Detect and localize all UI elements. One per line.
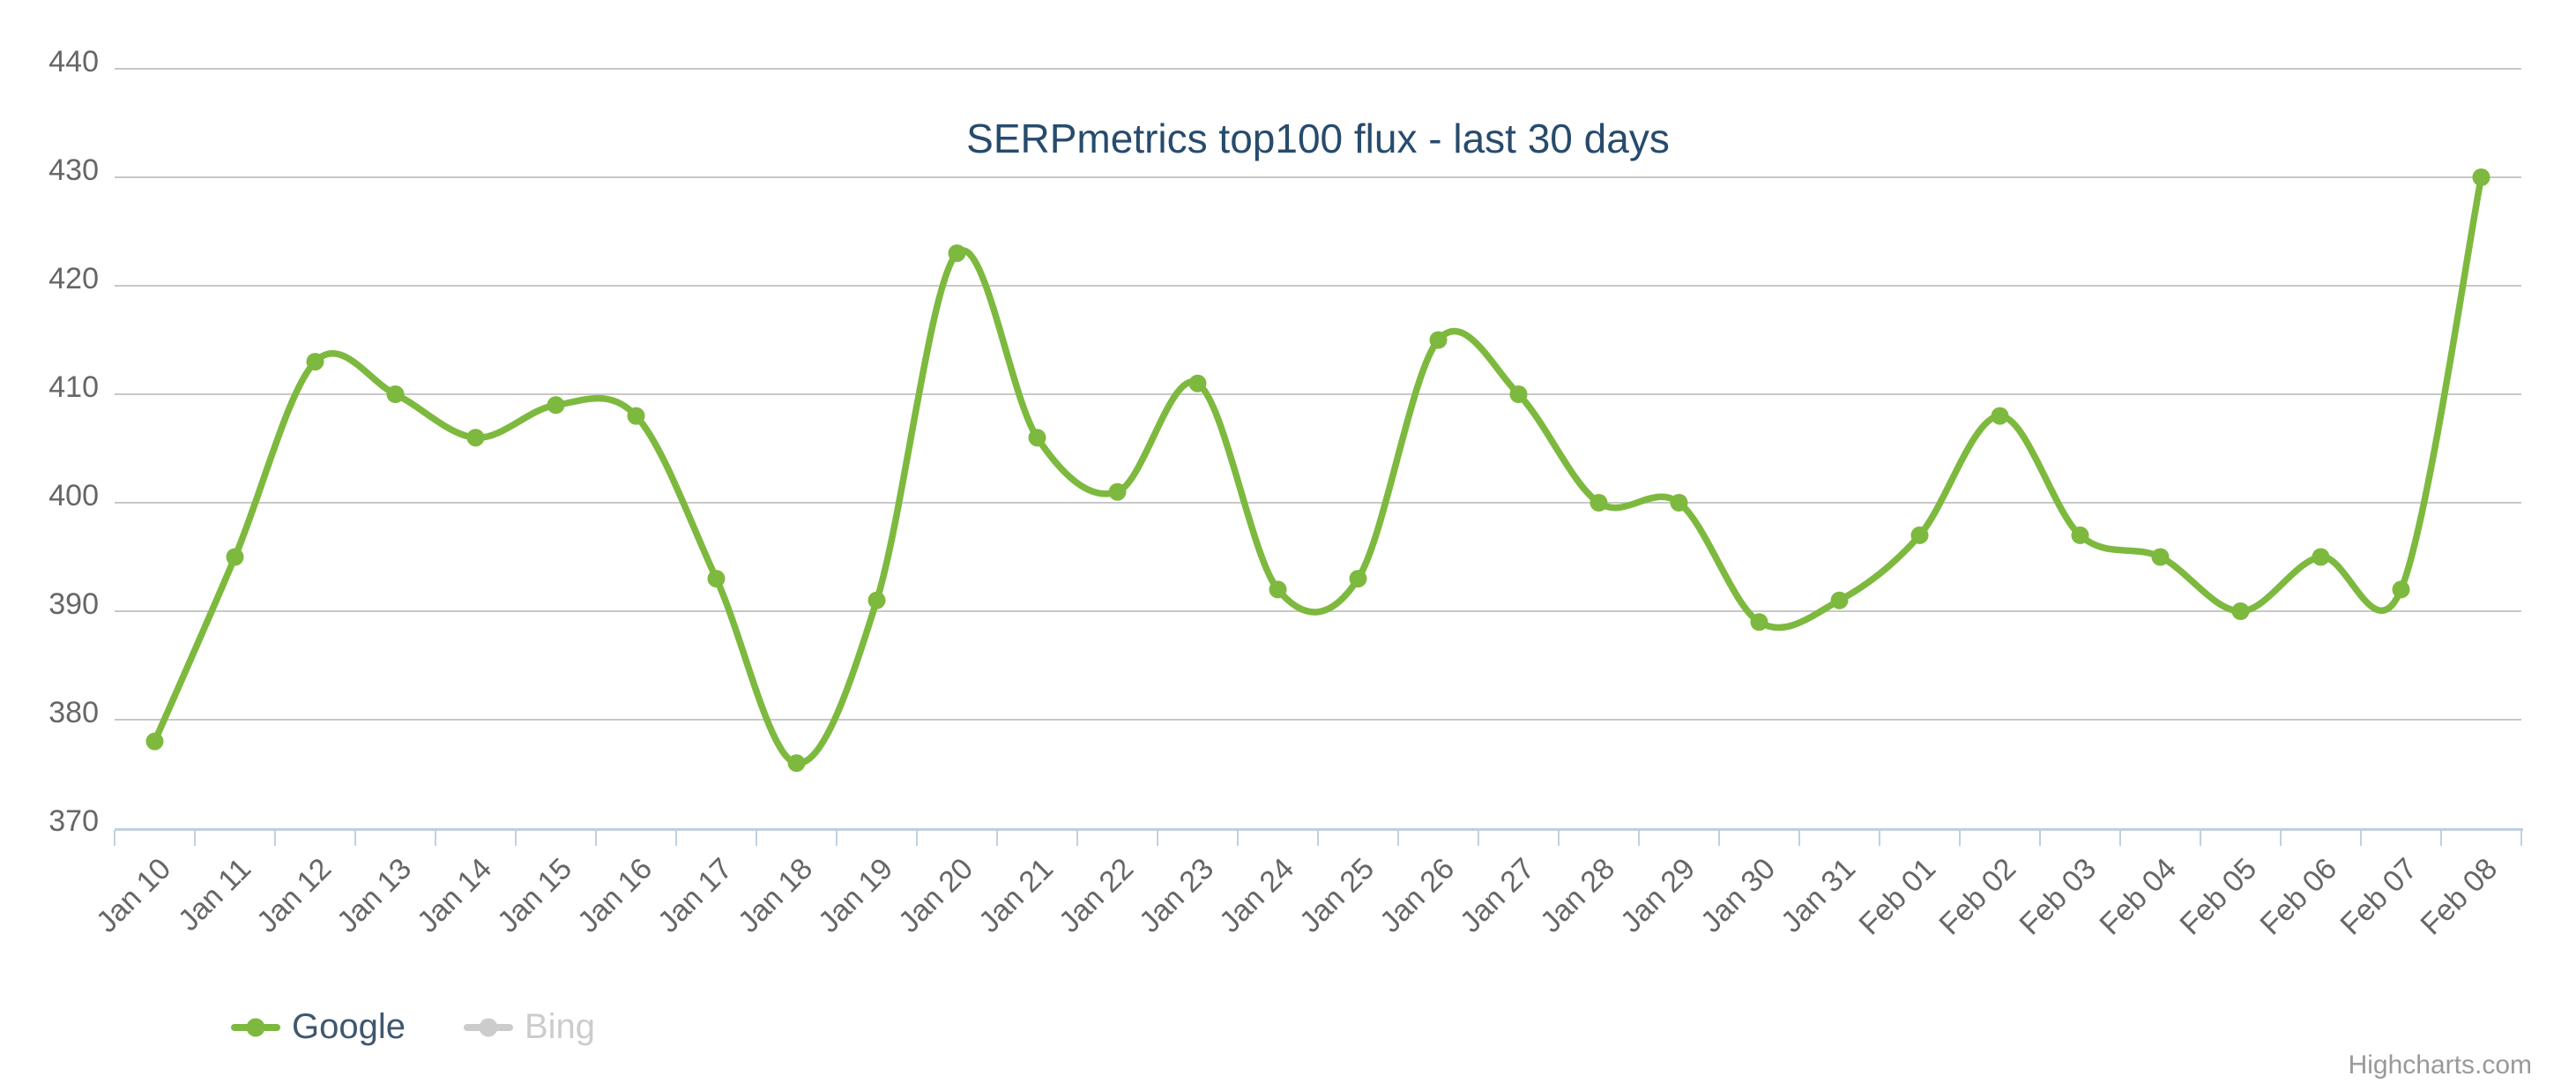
google-data-point-marker[interactable] (787, 754, 806, 773)
google-data-point-marker[interactable] (226, 548, 244, 566)
x-axis-label: Feb 06 (2253, 852, 2343, 942)
x-axis-label: Jan 30 (1694, 852, 1782, 939)
y-axis-label: 370 (48, 804, 99, 838)
google-data-point-marker[interactable] (145, 732, 164, 751)
x-axis-label: Jan 24 (1213, 852, 1300, 939)
highcharts-credits-link[interactable]: Highcharts.com (2348, 1050, 2532, 1080)
google-data-point-marker[interactable] (547, 396, 565, 415)
x-axis-label: Jan 27 (1454, 852, 1541, 939)
google-data-point-marker[interactable] (1108, 482, 1127, 501)
x-axis-label: Feb 02 (1932, 852, 2022, 942)
bing-series-swatch (463, 1010, 513, 1045)
legend-item-bing[interactable]: Bing (463, 1007, 596, 1047)
y-axis-label: 380 (48, 696, 99, 729)
google-marker-icon (246, 1018, 265, 1036)
y-axis-label: 430 (48, 153, 99, 187)
google-data-point-marker[interactable] (1509, 385, 1528, 403)
x-axis-label: Feb 05 (2173, 852, 2263, 942)
x-axis-label: Jan 21 (972, 852, 1060, 939)
google-data-point-marker[interactable] (466, 429, 485, 447)
google-data-point-marker[interactable] (1830, 591, 1849, 609)
x-axis-label: Feb 03 (2013, 852, 2103, 942)
google-data-point-marker[interactable] (2231, 602, 2250, 620)
google-data-point-marker[interactable] (2071, 526, 2089, 544)
chart-title: SERPmetrics top100 flux - last 30 days (966, 116, 1670, 161)
google-data-point-marker[interactable] (1590, 494, 1608, 512)
x-axis-label: Feb 01 (1852, 852, 1942, 942)
y-axis-label: 400 (48, 479, 99, 512)
x-axis-label: Feb 04 (2093, 852, 2183, 942)
x-axis-label: Jan 10 (90, 852, 177, 939)
x-axis-label: Jan 20 (892, 852, 979, 939)
x-axis-label: Jan 28 (1534, 852, 1621, 939)
google-data-point-marker[interactable] (2392, 580, 2410, 599)
x-axis-label: Feb 08 (2414, 852, 2504, 942)
x-axis-label: Jan 25 (1293, 852, 1381, 939)
x-axis-label: Feb 07 (2334, 852, 2423, 942)
google-data-point-marker[interactable] (2151, 548, 2170, 566)
y-axis-label: 440 (48, 45, 99, 78)
legend: Google Bing (231, 1007, 595, 1047)
x-axis-label: Jan 15 (491, 852, 578, 939)
google-data-point-marker[interactable] (1991, 407, 2009, 425)
google-data-point-marker[interactable] (1750, 613, 1768, 631)
google-data-point-marker[interactable] (1188, 374, 1207, 392)
y-axis-label: 390 (48, 587, 99, 621)
x-axis-label: Jan 13 (331, 852, 418, 939)
google-data-point-marker[interactable] (1028, 429, 1046, 447)
google-data-point-marker[interactable] (1269, 580, 1287, 599)
google-series-swatch (231, 1010, 280, 1045)
bing-marker-icon (479, 1018, 498, 1036)
x-axis-label: Jan 18 (732, 852, 819, 939)
x-axis-label: Jan 31 (1775, 852, 1862, 939)
legend-label-google: Google (292, 1007, 406, 1046)
x-axis-label: Jan 23 (1133, 852, 1220, 939)
x-axis-label: Jan 14 (411, 852, 498, 939)
x-axis-label: Jan 11 (172, 852, 257, 938)
legend-label-bing: Bing (524, 1007, 596, 1046)
google-data-point-marker[interactable] (707, 570, 726, 588)
google-data-point-marker[interactable] (306, 353, 324, 371)
x-axis-label: Jan 26 (1374, 852, 1461, 939)
google-data-point-marker[interactable] (1429, 331, 1448, 349)
google-data-point-marker[interactable] (948, 244, 966, 263)
google-data-point-marker[interactable] (867, 591, 886, 609)
x-axis-label: Jan 17 (651, 852, 739, 939)
google-data-point-marker[interactable] (627, 407, 645, 425)
x-axis-label: Jan 19 (812, 852, 899, 939)
y-axis-label: 420 (48, 262, 99, 295)
y-axis-label: 410 (48, 370, 99, 404)
google-series-line (151, 174, 2485, 766)
google-data-point-marker[interactable] (1670, 494, 1688, 512)
google-data-point-marker[interactable] (2472, 168, 2490, 186)
google-data-point-marker[interactable] (1910, 526, 1929, 544)
google-data-point-marker[interactable] (386, 385, 405, 403)
google-data-point-marker[interactable] (1349, 570, 1367, 588)
x-axis-label: Jan 12 (250, 852, 338, 939)
google-data-point-marker[interactable] (2312, 548, 2330, 566)
x-axis-label: Jan 29 (1614, 852, 1701, 939)
legend-item-google[interactable]: Google (231, 1007, 406, 1047)
x-axis-label: Jan 22 (1053, 852, 1140, 939)
x-axis-label: Jan 16 (571, 852, 659, 939)
